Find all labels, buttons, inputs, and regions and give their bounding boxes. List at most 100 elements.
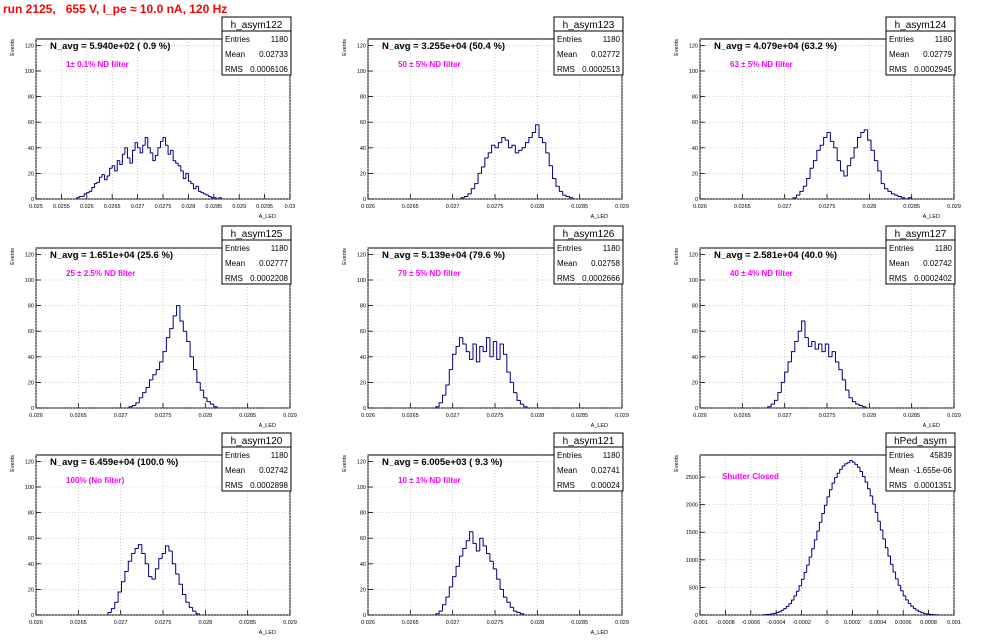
stats-key-entries: Entries: [889, 35, 914, 44]
x-tick-label: 0.0285: [903, 204, 920, 210]
y-tick-label: 80: [360, 511, 366, 517]
x-tick-label: 0.029: [283, 413, 297, 419]
x-tick-label: -0.0006: [741, 620, 760, 626]
y-tick-label: 40: [692, 355, 698, 361]
stats-value-entries: 1180: [271, 451, 289, 460]
x-tick-label: 0.0265: [402, 620, 419, 626]
y-tick-label: 80: [28, 511, 34, 517]
y-tick-label: 80: [28, 95, 34, 101]
x-tick-label: 0.0004: [869, 620, 886, 626]
x-axis-label: A_LED: [591, 214, 608, 220]
stats-key-mean: Mean: [225, 466, 245, 475]
filter-annotation: 63 ± 5% ND filter: [730, 60, 793, 69]
histogram-name: h_asym123: [563, 20, 615, 31]
y-tick-label: 60: [360, 536, 366, 542]
x-tick-label: 0.0285: [205, 204, 222, 210]
stats-value-entries: 1180: [603, 244, 621, 253]
y-tick-label: 0: [31, 406, 34, 412]
y-tick-label: 60: [360, 120, 366, 126]
x-tick-label: 0.028: [182, 204, 196, 210]
y-tick-label: 80: [692, 304, 698, 310]
x-tick-label: 0.0285: [239, 620, 256, 626]
x-tick-label: 0.026: [693, 204, 707, 210]
x-axis-label: A_LED: [259, 630, 276, 636]
stats-key-mean: Mean: [225, 259, 245, 268]
stats-value-entries: 1180: [271, 244, 289, 253]
stats-key-mean: Mean: [557, 50, 577, 59]
panel-title: N_avg = 4.079e+04 (63.2 %): [714, 41, 837, 52]
stats-value-rms: 0.0002666: [582, 274, 620, 283]
stats-value-entries: 1180: [935, 35, 953, 44]
x-tick-label: 0.027: [446, 620, 460, 626]
filter-annotation: 40 ± 4% ND filter: [730, 269, 793, 278]
y-axis-label: Events: [674, 39, 680, 56]
y-tick-label: 60: [692, 329, 698, 335]
x-tick-label: 0.0265: [70, 413, 87, 419]
stats-key-rms: RMS: [557, 481, 575, 490]
y-axis-label: Events: [342, 455, 348, 472]
y-tick-label: 40: [360, 355, 366, 361]
y-tick-label: 80: [28, 304, 34, 310]
y-tick-label: 100: [357, 278, 366, 284]
y-tick-label: 120: [357, 459, 366, 465]
stats-key-rms: RMS: [889, 481, 907, 490]
y-tick-label: 2500: [686, 475, 698, 481]
stats-value-mean: 0.02742: [259, 466, 288, 475]
stats-value-mean: 0.02779: [923, 50, 952, 59]
x-tick-label: 0.0255: [53, 204, 70, 210]
x-tick-label: 0.0275: [487, 413, 504, 419]
histogram-name: h_asym121: [563, 436, 615, 447]
x-tick-label: 0.0008: [920, 620, 937, 626]
stats-value-rms: 0.00024: [591, 481, 620, 490]
stats-value-entries: 1180: [271, 35, 289, 44]
y-tick-label: 120: [357, 43, 366, 49]
y-tick-label: 60: [28, 120, 34, 126]
x-tick-label: 0.03: [285, 204, 296, 210]
stats-value-rms: 0.0006106: [250, 65, 288, 74]
y-tick-label: 100: [25, 69, 34, 75]
x-tick-label: 0.0275: [487, 204, 504, 210]
x-tick-label: 0.026: [361, 620, 375, 626]
stats-key-entries: Entries: [225, 244, 250, 253]
stats-key-rms: RMS: [889, 65, 907, 74]
y-tick-label: 40: [28, 146, 34, 152]
x-tick-label: 0.027: [778, 204, 792, 210]
x-tick-label: 0.0002: [844, 620, 861, 626]
filter-annotation: 1± 0.1% ND filter: [66, 60, 129, 69]
x-tick-label: 0.028: [862, 413, 876, 419]
y-tick-label: 40: [360, 562, 366, 568]
y-tick-label: 120: [25, 459, 34, 465]
x-tick-label: 0.029: [615, 413, 629, 419]
y-tick-label: 2000: [686, 503, 698, 509]
x-tick-label: 0.0295: [256, 204, 273, 210]
y-tick-label: 0: [695, 197, 698, 203]
y-tick-label: 20: [360, 587, 366, 593]
x-tick-label: 0.027: [446, 204, 460, 210]
x-tick-label: 0.026: [29, 620, 43, 626]
x-tick-label: 0.0265: [402, 204, 419, 210]
stats-key-entries: Entries: [557, 244, 582, 253]
stats-value-entries: 45839: [930, 451, 953, 460]
x-axis-label: A_LED: [259, 214, 276, 220]
x-tick-label: 0.029: [283, 620, 297, 626]
x-tick-label: 0.028: [530, 620, 544, 626]
y-tick-label: 0: [695, 406, 698, 412]
x-tick-label: 0.0275: [155, 204, 172, 210]
stats-key-entries: Entries: [225, 35, 250, 44]
y-tick-label: 20: [28, 587, 34, 593]
x-tick-label: 0.0285: [571, 620, 588, 626]
y-tick-label: 0: [31, 197, 34, 203]
y-tick-label: 0: [31, 613, 34, 619]
x-tick-label: 0.026: [361, 413, 375, 419]
x-tick-label: 0.028: [862, 204, 876, 210]
stats-value-entries: 1180: [935, 244, 953, 253]
stats-key-mean: Mean: [557, 466, 577, 475]
